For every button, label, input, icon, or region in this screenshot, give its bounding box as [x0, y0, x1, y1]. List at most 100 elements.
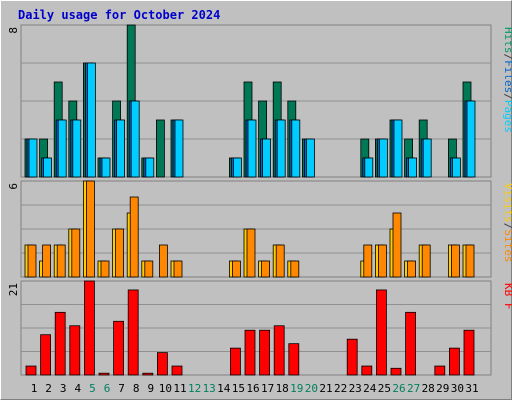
sites-bar	[290, 260, 300, 278]
kbf-bar	[273, 325, 285, 376]
x-tick-label: 17	[261, 382, 274, 395]
sites-bar	[421, 244, 431, 278]
kbf-bar	[434, 365, 446, 376]
x-tick-label: 28	[422, 382, 435, 395]
pages-bar	[451, 157, 461, 178]
pages-bar	[116, 119, 125, 178]
pages-bar	[130, 100, 140, 178]
pages-bar	[408, 157, 418, 178]
pages-bar	[276, 119, 286, 178]
sites-bar	[27, 244, 37, 278]
x-tick-label: 9	[147, 382, 154, 395]
x-tick-label: 8	[133, 382, 140, 395]
x-tick-label: 16	[246, 382, 259, 395]
pages-bar	[174, 119, 184, 178]
legend-item: /	[502, 54, 512, 61]
legend-text: Hits/Files/Pages	[502, 27, 512, 133]
x-tick-label: 18	[276, 382, 289, 395]
kbf-bar	[113, 320, 124, 376]
pages-bar	[466, 100, 476, 178]
x-tick-label: 5	[89, 382, 96, 395]
x-tick-label: 2	[45, 382, 52, 395]
legend-item: Hits	[502, 27, 512, 54]
y-max-label: 6	[7, 183, 20, 190]
pages-bar	[28, 138, 38, 178]
x-tick-label: 21	[319, 382, 332, 395]
sites-bar	[173, 260, 183, 278]
sites-bar	[363, 244, 373, 278]
pages-bar	[87, 62, 96, 178]
pages-bar	[43, 157, 52, 178]
sites-bar	[158, 244, 168, 278]
x-tick-label: 23	[349, 382, 362, 395]
legend-item: KB F	[502, 283, 512, 310]
sites-bar	[115, 228, 124, 278]
kbf-bar	[156, 352, 168, 376]
legend-item: /	[502, 223, 512, 230]
sites-bar	[42, 244, 51, 278]
sites-bar	[86, 180, 95, 278]
x-tick-label: 3	[60, 382, 67, 395]
x-tick-label: 22	[334, 382, 347, 395]
kbf-bar	[142, 372, 154, 376]
x-tick-label: 4	[74, 382, 81, 395]
legend-item: Files	[502, 60, 512, 93]
kbf-bar	[229, 347, 241, 376]
x-tick-label: 26	[392, 382, 405, 395]
sites-bar	[231, 260, 241, 278]
pages-bar	[101, 157, 111, 178]
kbf-bar	[361, 365, 373, 376]
sites-bar	[407, 260, 417, 278]
x-tick-label: 1	[31, 382, 38, 395]
pages-bar	[364, 157, 374, 178]
x-tick-label: 29	[436, 382, 449, 395]
pages-bar	[57, 119, 67, 178]
x-tick-label: 15	[232, 382, 245, 395]
sites-bar	[56, 244, 66, 278]
x-tick-label: 13	[203, 382, 216, 395]
pages-bar	[145, 157, 155, 178]
kbf-bar	[171, 365, 183, 376]
x-tick-label: 20	[305, 382, 318, 395]
x-tick-label: 24	[363, 382, 377, 395]
sites-bar	[392, 212, 402, 278]
kbf-bar	[25, 365, 37, 376]
pages-bar	[378, 138, 388, 178]
legend-item: Pages	[502, 100, 512, 133]
kbf-bar	[259, 329, 271, 376]
legend-item: Sites	[502, 229, 512, 262]
kbf-bar	[346, 338, 358, 376]
sites-bar	[100, 260, 110, 278]
x-tick-label: 14	[217, 382, 231, 395]
hits-bar	[155, 119, 165, 178]
kbf-bar	[69, 325, 81, 376]
pages-bar	[422, 138, 432, 178]
x-tick-label: 30	[451, 382, 464, 395]
pages-bar	[232, 157, 242, 178]
y-max-label: 21	[7, 283, 20, 296]
sites-bar	[450, 244, 460, 278]
x-tick-label: 27	[407, 382, 420, 395]
kbf-bar	[244, 329, 256, 376]
x-tick-label: 6	[104, 382, 111, 395]
kbf-bar	[288, 343, 300, 376]
pages-bar	[247, 119, 257, 178]
kbf-bar	[405, 311, 417, 376]
pages-bar	[72, 119, 82, 178]
x-tick-label: 7	[118, 382, 125, 395]
x-tick-label: 10	[159, 382, 172, 395]
pages-bar	[291, 119, 301, 178]
kbf-bar	[375, 289, 387, 376]
x-tick-label: 11	[173, 382, 186, 395]
sites-bar	[246, 228, 256, 278]
sites-bar	[275, 244, 285, 278]
sites-bar	[261, 260, 271, 278]
sites-bar	[71, 228, 81, 278]
sites-bar	[144, 260, 154, 278]
kbf-bar	[463, 329, 475, 376]
kbf-bar	[127, 289, 139, 376]
x-tick-label: 25	[378, 382, 391, 395]
kbf-bar	[390, 367, 402, 376]
x-tick-label: 12	[188, 382, 201, 395]
